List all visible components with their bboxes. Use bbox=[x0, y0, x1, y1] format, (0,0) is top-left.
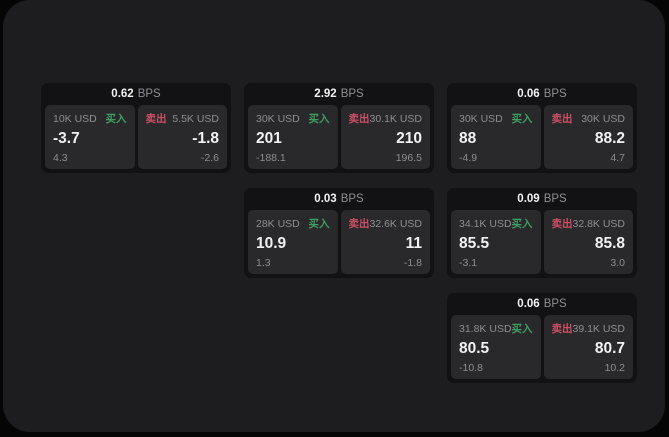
sell-delta: 196.5 bbox=[395, 152, 422, 164]
sell-badge: 卖出 bbox=[348, 218, 370, 230]
buy-delta: -10.8 bbox=[459, 362, 483, 374]
bps-value: 0.06 bbox=[517, 88, 540, 100]
buy-notional: 28K USD bbox=[256, 217, 300, 230]
buy-badge: 买入 bbox=[511, 323, 533, 335]
sell-notional: 39.1K USD bbox=[572, 322, 626, 335]
bps-unit-label: BPS bbox=[543, 88, 567, 100]
buy-delta: 4.3 bbox=[53, 152, 68, 164]
sell-price: -1.8 bbox=[192, 130, 219, 148]
buy-badge: 买入 bbox=[105, 113, 127, 125]
app-panel: 0.62 BPS 10K USD 买入 -3.7 4.3 卖出 5.5K USD bbox=[3, 0, 665, 432]
sell-badge: 卖出 bbox=[551, 323, 573, 335]
sell-delta: -2.6 bbox=[200, 152, 219, 164]
bps-unit-label: BPS bbox=[543, 298, 567, 310]
bps-header: 0.62 BPS bbox=[41, 83, 231, 105]
sell-tile[interactable]: 卖出 5.5K USD -1.8 -2.6 bbox=[137, 105, 227, 169]
sell-price: 80.7 bbox=[594, 340, 625, 358]
sell-badge: 卖出 bbox=[145, 113, 167, 125]
buy-price: 201 bbox=[256, 130, 282, 148]
sell-price: 11 bbox=[405, 235, 422, 253]
bps-value: 0.03 bbox=[314, 193, 337, 205]
sell-delta: 4.7 bbox=[610, 152, 625, 164]
sell-badge: 卖出 bbox=[348, 113, 370, 125]
quote-card: 0.62 BPS 10K USD 买入 -3.7 4.3 卖出 5.5K USD bbox=[41, 83, 231, 173]
buy-notional: 10K USD bbox=[53, 112, 97, 125]
buy-delta: -3.1 bbox=[459, 257, 478, 269]
buy-tile[interactable]: 28K USD 买入 10.9 1.3 bbox=[248, 210, 338, 274]
sell-badge: 卖出 bbox=[551, 218, 573, 230]
sell-delta: 3.0 bbox=[610, 257, 625, 269]
bps-unit-label: BPS bbox=[543, 193, 567, 205]
buy-badge: 买入 bbox=[511, 218, 533, 230]
buy-notional: 31.8K USD bbox=[459, 322, 512, 335]
bps-header: 0.06 BPS bbox=[447, 83, 637, 105]
sell-delta: 10.2 bbox=[604, 362, 625, 374]
bps-unit-label: BPS bbox=[137, 88, 161, 100]
quote-card: 0.06 BPS 31.8K USD 买入 80.5 -10.8 卖出 39.1… bbox=[447, 293, 637, 383]
buy-tile[interactable]: 30K USD 买入 201 -188.1 bbox=[248, 105, 338, 169]
sell-price: 210 bbox=[396, 130, 422, 148]
sell-notional: 30.1K USD bbox=[369, 112, 423, 125]
quote-card: 0.03 BPS 28K USD 买入 10.9 1.3 卖出 32.6K US… bbox=[244, 188, 434, 278]
bps-header: 0.06 BPS bbox=[447, 293, 637, 315]
bps-header: 0.03 BPS bbox=[244, 188, 434, 210]
sell-notional: 5.5K USD bbox=[172, 112, 219, 125]
buy-price: 80.5 bbox=[459, 340, 490, 358]
sell-notional: 32.6K USD bbox=[369, 217, 423, 230]
buy-badge: 买入 bbox=[308, 218, 330, 230]
bps-value: 0.62 bbox=[111, 88, 134, 100]
buy-delta: 1.3 bbox=[256, 257, 271, 269]
sell-tile[interactable]: 卖出 30K USD 88.2 4.7 bbox=[543, 105, 633, 169]
buy-notional: 30K USD bbox=[459, 112, 503, 125]
sell-notional: 30K USD bbox=[581, 112, 625, 125]
buy-notional: 34.1K USD bbox=[459, 217, 512, 230]
buy-delta: -188.1 bbox=[256, 152, 286, 164]
quote-card: 0.09 BPS 34.1K USD 买入 85.5 -3.1 卖出 32.8K… bbox=[447, 188, 637, 278]
sell-tile[interactable]: 卖出 32.6K USD 11 -1.8 bbox=[340, 210, 430, 274]
buy-notional: 30K USD bbox=[256, 112, 300, 125]
buy-price: 88 bbox=[459, 130, 477, 148]
sell-delta: -1.8 bbox=[403, 257, 422, 269]
sell-tile[interactable]: 卖出 32.8K USD 85.8 3.0 bbox=[543, 210, 633, 274]
buy-tile[interactable]: 30K USD 买入 88 -4.9 bbox=[451, 105, 541, 169]
bps-value: 2.92 bbox=[314, 88, 337, 100]
buy-price: -3.7 bbox=[53, 130, 80, 148]
bps-value: 0.09 bbox=[517, 193, 540, 205]
buy-price: 10.9 bbox=[256, 235, 287, 253]
quote-card: 0.06 BPS 30K USD 买入 88 -4.9 卖出 30K USD bbox=[447, 83, 637, 173]
sell-price: 88.2 bbox=[594, 130, 625, 148]
buy-tile[interactable]: 31.8K USD 买入 80.5 -10.8 bbox=[451, 315, 541, 379]
bps-header: 2.92 BPS bbox=[244, 83, 434, 105]
sell-tile[interactable]: 卖出 39.1K USD 80.7 10.2 bbox=[543, 315, 633, 379]
buy-badge: 买入 bbox=[308, 113, 330, 125]
sell-price: 85.8 bbox=[594, 235, 625, 253]
bps-unit-label: BPS bbox=[340, 193, 364, 205]
quote-cards-grid: 0.62 BPS 10K USD 买入 -3.7 4.3 卖出 5.5K USD bbox=[41, 83, 637, 383]
bps-value: 0.06 bbox=[517, 298, 540, 310]
buy-tile[interactable]: 34.1K USD 买入 85.5 -3.1 bbox=[451, 210, 541, 274]
buy-delta: -4.9 bbox=[459, 152, 478, 164]
buy-badge: 买入 bbox=[511, 113, 533, 125]
buy-price: 85.5 bbox=[459, 235, 490, 253]
bps-header: 0.09 BPS bbox=[447, 188, 637, 210]
sell-badge: 卖出 bbox=[551, 113, 573, 125]
buy-tile[interactable]: 10K USD 买入 -3.7 4.3 bbox=[45, 105, 135, 169]
bps-unit-label: BPS bbox=[340, 88, 364, 100]
quote-card: 2.92 BPS 30K USD 买入 201 -188.1 卖出 30.1K … bbox=[244, 83, 434, 173]
sell-tile[interactable]: 卖出 30.1K USD 210 196.5 bbox=[340, 105, 430, 169]
sell-notional: 32.8K USD bbox=[572, 217, 626, 230]
